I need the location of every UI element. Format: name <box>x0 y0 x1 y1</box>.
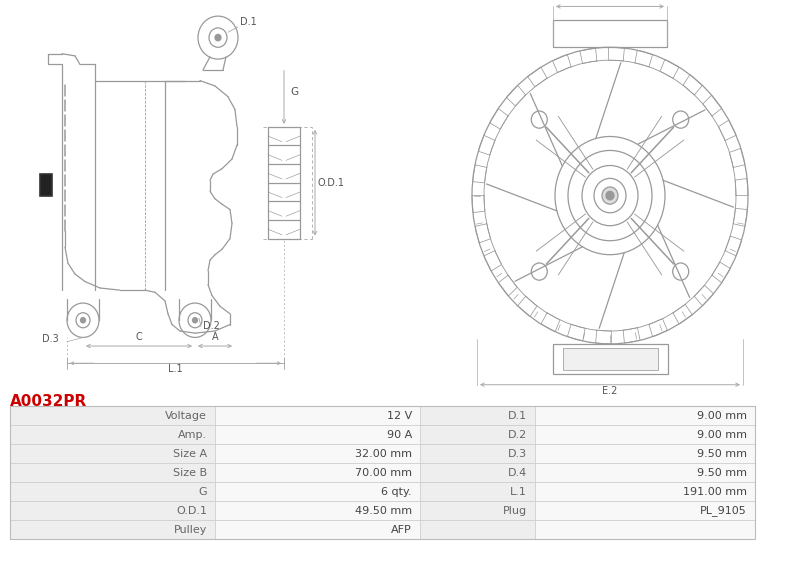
Text: AFP: AFP <box>391 525 412 535</box>
Bar <box>215 444 420 463</box>
Bar <box>215 406 420 425</box>
Circle shape <box>602 187 618 204</box>
Text: Plug: Plug <box>503 505 527 515</box>
Bar <box>420 501 535 520</box>
Text: Size A: Size A <box>173 449 207 459</box>
Text: Size B: Size B <box>173 468 207 478</box>
Bar <box>553 344 667 374</box>
Circle shape <box>81 318 86 323</box>
Bar <box>420 444 535 463</box>
Bar <box>535 463 755 482</box>
Bar <box>215 520 420 539</box>
Bar <box>215 482 420 501</box>
Bar <box>40 174 52 196</box>
Bar <box>10 520 215 539</box>
Text: D.4: D.4 <box>508 468 527 478</box>
Text: A0032PR: A0032PR <box>10 394 87 409</box>
Bar <box>10 425 215 444</box>
Bar <box>215 463 420 482</box>
Bar <box>535 520 755 539</box>
Bar <box>215 501 420 520</box>
Text: L.1: L.1 <box>510 487 527 497</box>
Text: 9.00 mm: 9.00 mm <box>697 411 747 421</box>
Text: 6 qty.: 6 qty. <box>382 487 412 497</box>
Text: A: A <box>212 332 218 342</box>
Bar <box>535 444 755 463</box>
Bar <box>10 501 215 520</box>
Text: PL_9105: PL_9105 <box>700 505 747 516</box>
Bar <box>535 482 755 501</box>
Text: G: G <box>198 487 207 497</box>
Text: 70.00 mm: 70.00 mm <box>355 468 412 478</box>
Bar <box>535 425 755 444</box>
Text: C: C <box>136 332 142 342</box>
Text: 9.00 mm: 9.00 mm <box>697 430 747 440</box>
Bar <box>562 348 658 369</box>
Text: D.2: D.2 <box>203 321 220 331</box>
Bar <box>10 482 215 501</box>
Bar <box>553 20 667 47</box>
Bar <box>420 482 535 501</box>
Text: 12 V: 12 V <box>386 411 412 421</box>
Text: Pulley: Pulley <box>174 525 207 535</box>
Bar <box>10 406 215 425</box>
Bar <box>10 406 755 539</box>
Bar <box>420 425 535 444</box>
Bar <box>420 406 535 425</box>
Text: D.3: D.3 <box>42 334 58 343</box>
Bar <box>535 406 755 425</box>
Text: O.D.1: O.D.1 <box>176 505 207 515</box>
Text: D.1: D.1 <box>240 17 257 27</box>
Text: L.1: L.1 <box>168 364 183 374</box>
Text: O.D.1: O.D.1 <box>318 178 345 188</box>
Circle shape <box>215 34 221 41</box>
Bar <box>420 520 535 539</box>
Bar <box>420 463 535 482</box>
Text: 90 A: 90 A <box>386 430 412 440</box>
Text: 49.50 mm: 49.50 mm <box>355 505 412 515</box>
Text: Amp.: Amp. <box>178 430 207 440</box>
Bar <box>215 425 420 444</box>
Bar <box>10 463 215 482</box>
Text: 9.50 mm: 9.50 mm <box>697 449 747 459</box>
Text: Voltage: Voltage <box>165 411 207 421</box>
Text: 9.50 mm: 9.50 mm <box>697 468 747 478</box>
Circle shape <box>193 318 198 323</box>
Text: D.1: D.1 <box>508 411 527 421</box>
Bar <box>535 501 755 520</box>
Text: D.2: D.2 <box>508 430 527 440</box>
Text: 32.00 mm: 32.00 mm <box>355 449 412 459</box>
Text: E.2: E.2 <box>602 386 618 396</box>
Text: G: G <box>290 86 298 96</box>
Bar <box>10 444 215 463</box>
Circle shape <box>606 191 614 200</box>
Text: 191.00 mm: 191.00 mm <box>683 487 747 497</box>
Text: D.3: D.3 <box>508 449 527 459</box>
